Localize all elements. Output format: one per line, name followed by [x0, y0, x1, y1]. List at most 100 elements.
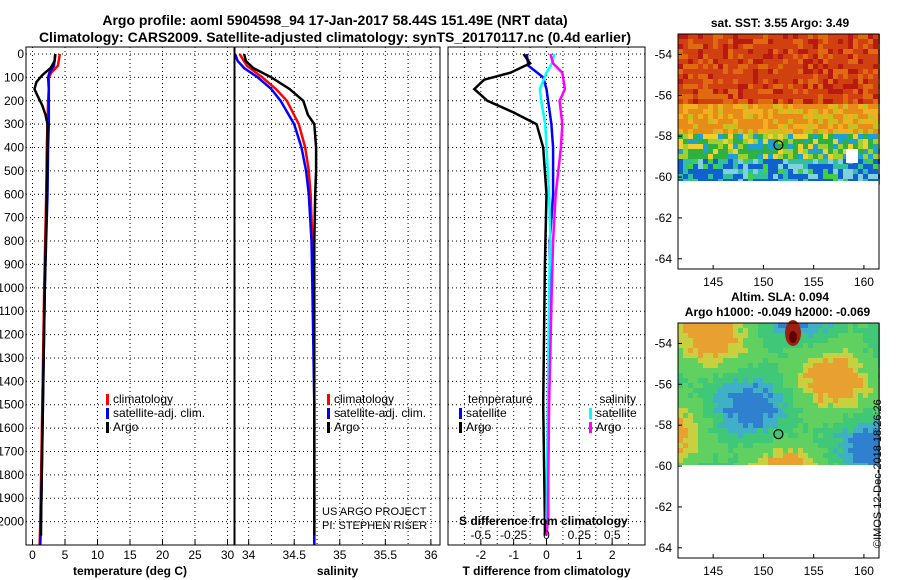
map-cell [833, 373, 839, 379]
map-cell [748, 104, 754, 110]
map-cell [683, 368, 689, 374]
map-cell [793, 433, 799, 439]
map-cell [823, 109, 829, 115]
map-cell [823, 398, 829, 404]
map-cell [863, 368, 869, 374]
map-cell [728, 54, 734, 60]
map-cell [823, 388, 829, 394]
map-cell [853, 423, 859, 429]
map-cell [728, 408, 734, 414]
map-cell [838, 119, 844, 125]
map-cell [723, 433, 729, 439]
map-cell [698, 49, 704, 55]
map-cell [738, 443, 744, 449]
map-cell [723, 159, 729, 165]
map-cell [823, 124, 829, 130]
map-cell [858, 84, 864, 90]
map-cell [813, 368, 819, 374]
map-cell [778, 64, 784, 70]
map-cell [773, 44, 779, 50]
map-cell [858, 433, 864, 439]
map-cell [863, 39, 869, 45]
map-cell [698, 159, 704, 165]
map-cell [713, 408, 719, 414]
map-cell [718, 99, 724, 105]
map-cell [868, 453, 874, 459]
map-cell [838, 338, 844, 344]
map-cell [783, 378, 789, 384]
map-cell [838, 49, 844, 55]
map-cell [738, 328, 744, 334]
map-cell [688, 139, 694, 145]
map-cell [718, 159, 724, 165]
map-cell [753, 139, 759, 145]
map-cell [843, 323, 849, 329]
map-cell [863, 323, 869, 329]
map-cell [738, 433, 744, 439]
map-cell [758, 49, 764, 55]
map-cell [818, 458, 824, 464]
map-cell [838, 433, 844, 439]
map-cell [723, 144, 729, 150]
map-cell [778, 34, 784, 40]
map-cell [843, 418, 849, 424]
map-cell [693, 353, 699, 359]
depth-tick-label: 1500 [0, 398, 24, 412]
map-cell [863, 458, 869, 464]
map-cell [773, 338, 779, 344]
map-cell [778, 373, 784, 379]
map-cell [743, 433, 749, 439]
map-cell [843, 54, 849, 60]
map-cell [793, 378, 799, 384]
map-cell [683, 453, 689, 459]
map-cell [698, 428, 704, 434]
map-cell [798, 169, 804, 175]
map-cell [678, 453, 684, 459]
map-cell [698, 383, 704, 389]
map-cell [693, 109, 699, 115]
map-cell [753, 413, 759, 419]
map-cell [678, 438, 684, 444]
map-cell [823, 438, 829, 444]
map-cell [713, 34, 719, 40]
map-cell [698, 453, 704, 459]
map-cell [778, 378, 784, 384]
map-cell [713, 373, 719, 379]
map-cell [678, 139, 684, 145]
x-tick-label: 25 [188, 548, 202, 562]
map-cell [708, 129, 714, 135]
map-cell [768, 423, 774, 429]
map-cell [713, 418, 719, 424]
map-cell [843, 353, 849, 359]
map-cell [788, 34, 794, 40]
map-cell [778, 74, 784, 80]
map-cell [838, 104, 844, 110]
map-cell [773, 69, 779, 75]
map-cell [693, 124, 699, 130]
map-cell [683, 343, 689, 349]
map-cell [828, 348, 834, 354]
map-cell [858, 104, 864, 110]
map-cell [683, 393, 689, 399]
map-cell [718, 413, 724, 419]
map-cell [703, 328, 709, 334]
map-cell [848, 39, 854, 45]
map-cell [823, 343, 829, 349]
map-cell [793, 174, 799, 180]
map-cell [838, 164, 844, 170]
map-cell [688, 174, 694, 180]
map-cell [838, 443, 844, 449]
map-cell [733, 423, 739, 429]
map-cell [713, 59, 719, 65]
map-cell [853, 44, 859, 50]
map-cell [703, 428, 709, 434]
map-cell [803, 84, 809, 90]
map-cell [698, 443, 704, 449]
map-cell [798, 378, 804, 384]
map-cell [873, 403, 879, 409]
map-cell [828, 393, 834, 399]
map-cell [758, 114, 764, 120]
map-cell [763, 64, 769, 70]
map-cell [778, 453, 784, 459]
map-cell [698, 109, 704, 115]
